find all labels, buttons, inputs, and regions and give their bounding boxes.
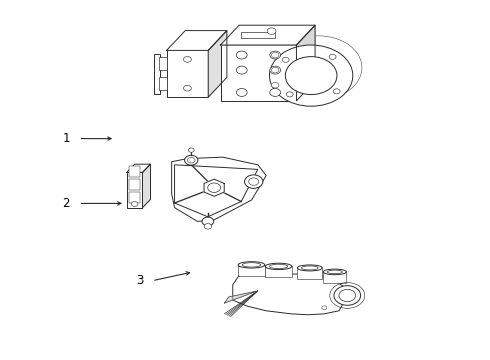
Bar	[323, 272, 346, 283]
Bar	[265, 266, 292, 277]
Circle shape	[188, 148, 194, 152]
Polygon shape	[208, 31, 227, 97]
Circle shape	[236, 51, 247, 59]
Circle shape	[270, 51, 281, 59]
Circle shape	[270, 45, 353, 106]
Circle shape	[202, 217, 214, 226]
Bar	[220, 45, 296, 101]
FancyBboxPatch shape	[154, 54, 160, 94]
Circle shape	[282, 57, 289, 62]
Circle shape	[285, 57, 337, 95]
Polygon shape	[204, 179, 224, 196]
Circle shape	[333, 89, 340, 94]
Bar	[126, 172, 143, 208]
Circle shape	[185, 155, 198, 165]
Polygon shape	[296, 25, 315, 101]
Text: 3: 3	[136, 274, 144, 287]
Ellipse shape	[297, 265, 322, 271]
Circle shape	[271, 82, 279, 88]
Circle shape	[183, 57, 191, 62]
Ellipse shape	[238, 262, 265, 268]
Circle shape	[322, 306, 327, 310]
Polygon shape	[174, 165, 258, 217]
FancyBboxPatch shape	[129, 179, 141, 190]
Circle shape	[236, 66, 247, 74]
Ellipse shape	[270, 264, 288, 269]
Circle shape	[271, 52, 279, 58]
Circle shape	[334, 286, 361, 305]
Circle shape	[271, 67, 279, 73]
Circle shape	[329, 54, 336, 59]
Polygon shape	[220, 25, 315, 45]
Text: 2: 2	[62, 197, 70, 210]
Circle shape	[245, 175, 263, 188]
Bar	[167, 50, 208, 97]
FancyBboxPatch shape	[129, 192, 141, 203]
Ellipse shape	[327, 270, 343, 274]
Circle shape	[249, 178, 259, 185]
Polygon shape	[167, 31, 227, 50]
Circle shape	[270, 66, 281, 74]
Circle shape	[188, 157, 195, 163]
Circle shape	[286, 92, 293, 97]
Circle shape	[183, 85, 191, 91]
Circle shape	[208, 183, 220, 193]
Bar	[241, 32, 275, 38]
Bar	[297, 268, 322, 279]
FancyBboxPatch shape	[159, 57, 167, 70]
Circle shape	[339, 289, 356, 302]
Polygon shape	[233, 271, 345, 315]
Circle shape	[275, 36, 362, 99]
Polygon shape	[143, 164, 150, 208]
Ellipse shape	[243, 263, 261, 267]
Polygon shape	[224, 291, 258, 303]
FancyBboxPatch shape	[129, 166, 141, 177]
Ellipse shape	[323, 269, 346, 275]
Circle shape	[270, 89, 281, 96]
Ellipse shape	[265, 263, 292, 270]
Ellipse shape	[301, 266, 318, 270]
Bar	[238, 265, 265, 276]
Circle shape	[236, 89, 247, 96]
Circle shape	[204, 224, 212, 229]
FancyBboxPatch shape	[159, 77, 167, 90]
Circle shape	[131, 202, 138, 206]
Polygon shape	[126, 164, 150, 172]
Text: 1: 1	[62, 132, 70, 145]
Circle shape	[267, 28, 276, 34]
